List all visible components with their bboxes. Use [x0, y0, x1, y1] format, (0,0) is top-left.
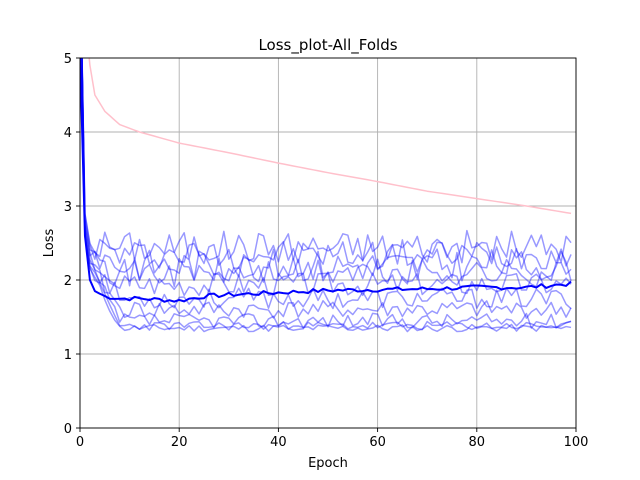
y-axis-label: Loss	[42, 229, 57, 258]
fold-loss-line	[81, 58, 572, 333]
plot-lines	[80, 58, 572, 333]
x-tick-label: 40	[270, 435, 287, 450]
x-tick-label: 60	[369, 435, 386, 450]
fold-loss-line	[81, 58, 572, 288]
ticks: 0 20 40 60 80 100 0 1 2 3 4 5	[64, 52, 589, 450]
fold-loss-line	[81, 58, 572, 264]
fold-loss-line	[81, 58, 572, 283]
axes-frame	[79, 57, 577, 429]
y-tick-label: 3	[64, 200, 72, 215]
x-axis-label: Epoch	[308, 456, 348, 471]
x-tick-label: 100	[564, 435, 589, 450]
chart-title: Loss_plot-All_Folds	[258, 36, 397, 55]
y-tick-label: 2	[64, 274, 72, 289]
fold-loss-line	[81, 58, 572, 329]
y-tick-label: 5	[64, 52, 72, 67]
train-loss-line	[88, 58, 572, 215]
mean-loss-line	[80, 58, 572, 303]
fold-loss-line	[81, 58, 572, 319]
x-tick-label: 80	[469, 435, 486, 450]
x-tick-label: 0	[76, 435, 84, 450]
y-tick-label: 1	[64, 348, 72, 363]
x-tick-label: 20	[171, 435, 188, 450]
y-tick-label: 0	[64, 422, 72, 437]
fold-loss-line	[81, 58, 572, 331]
fold-loss-line	[81, 58, 572, 270]
fold-loss-line	[81, 58, 572, 297]
y-tick-label: 4	[64, 126, 72, 141]
